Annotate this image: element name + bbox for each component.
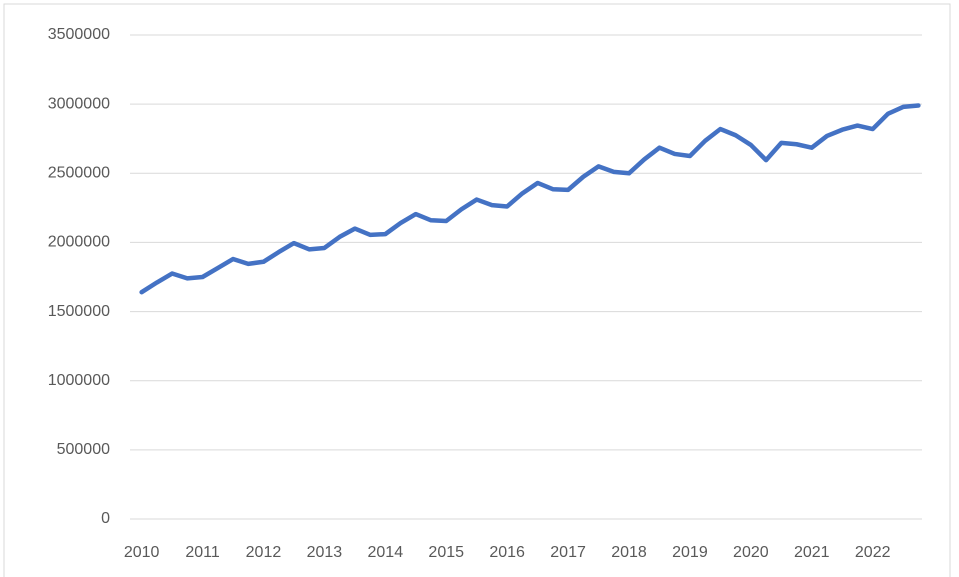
x-tick-label: 2018 <box>611 544 647 561</box>
x-tick-label: 2021 <box>794 544 830 561</box>
y-tick-label: 3500000 <box>48 26 110 43</box>
y-tick-label: 1500000 <box>48 303 110 320</box>
y-tick-label: 3000000 <box>48 95 110 112</box>
y-tick-label: 2500000 <box>48 165 110 182</box>
x-tick-label: 2015 <box>428 544 464 561</box>
x-tick-label: 2011 <box>185 544 220 561</box>
y-tick-label: 0 <box>101 510 110 527</box>
x-tick-label: 2012 <box>246 544 282 561</box>
chart: 0 500000 1000000 1500000 2000000 2500000 30000… <box>0 0 959 577</box>
x-tick-label: 2020 <box>733 544 769 561</box>
y-tick-label: 2000000 <box>48 234 110 251</box>
x-tick-label: 2022 <box>855 544 891 561</box>
page: {"chart_data": {"type": "line", "categor… <box>0 0 959 577</box>
x-tick-label: 2017 <box>550 544 586 561</box>
x-tick-label: 2010 <box>124 544 160 561</box>
x-tick-label: 2016 <box>489 544 525 561</box>
y-tick-label: 500000 <box>57 441 110 458</box>
x-tick-label: 2013 <box>307 544 343 561</box>
x-tick-label: 2019 <box>672 544 708 561</box>
data-line <box>142 106 919 293</box>
y-tick-label: 1000000 <box>48 372 110 389</box>
x-tick-label: 2014 <box>368 544 404 561</box>
